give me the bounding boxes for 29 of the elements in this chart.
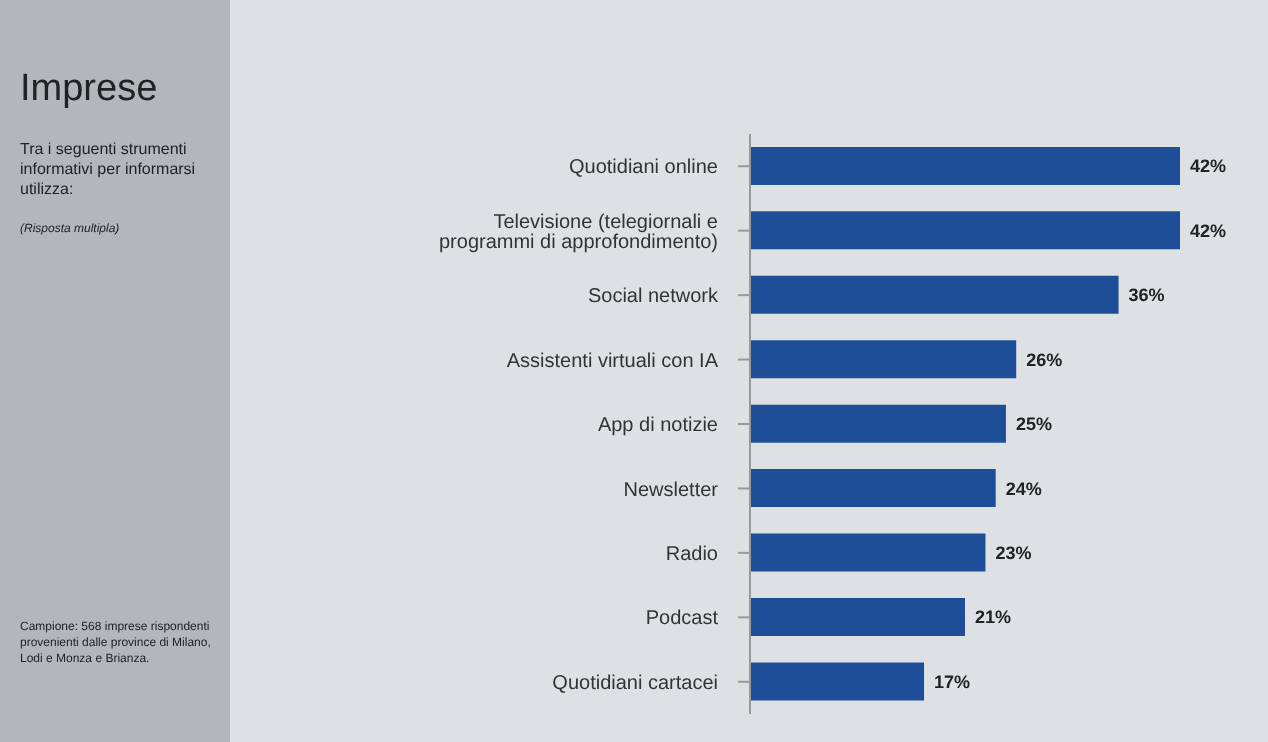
bar: [750, 211, 1180, 250]
bar: [750, 146, 1180, 185]
bar: [750, 340, 1017, 379]
y-tick-label: Radio: [665, 543, 719, 566]
y-tick-label: Televisione (telegiornali e programmi di approfondimento): [438, 211, 719, 254]
data-label: 24%: [1005, 478, 1042, 499]
bar: [750, 662, 925, 701]
y-tick-label: Newsletter: [623, 479, 720, 502]
data-label: 23%: [995, 542, 1032, 563]
bar: [750, 598, 965, 636]
y-tick-label: Podcast: [645, 608, 719, 631]
y-tick-label: Social network: [587, 286, 720, 309]
bar: [750, 469, 996, 508]
bar: [750, 533, 986, 572]
y-tick-label: Assistenti virtuali con IA: [506, 350, 719, 373]
data-label: 36%: [1128, 285, 1165, 306]
data-label: 25%: [1015, 414, 1052, 435]
y-tick-label: Quotidiani online: [569, 157, 719, 180]
bar: [750, 275, 1119, 314]
y-tick-label: Quotidiani cartacei: [552, 672, 718, 695]
text: Imprese: [20, 68, 158, 112]
data-label: 42%: [1190, 156, 1227, 177]
data-label: 42%: [1190, 220, 1227, 241]
data-label: 21%: [975, 607, 1012, 628]
bar: [750, 404, 1006, 443]
y-tick-label: App di notizie: [597, 415, 719, 438]
data-label: 17%: [934, 671, 971, 692]
data-label: 26%: [1026, 349, 1063, 370]
text: Tra i seguenti strumenti informativi per informarsi utilizza:: [20, 140, 198, 200]
